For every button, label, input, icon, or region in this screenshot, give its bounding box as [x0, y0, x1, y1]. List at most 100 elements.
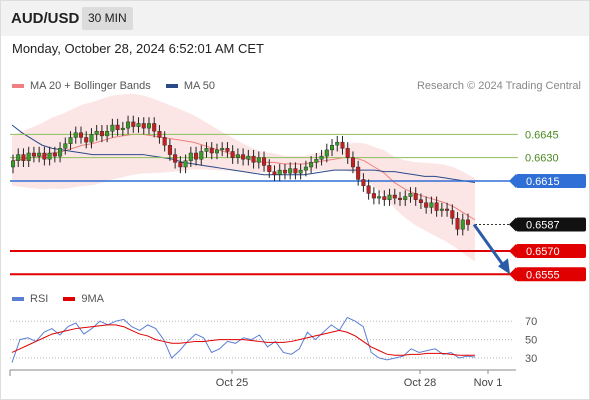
- candle-body: [424, 202, 429, 208]
- copyright-text: Research © 2024 Trading Central: [416, 80, 581, 92]
- level-badge-pointer-0.6615: [509, 174, 516, 188]
- candle-body: [63, 143, 68, 149]
- rsi-legend: RSI 9MA: [12, 293, 104, 305]
- candle-body: [94, 131, 99, 135]
- candle-body: [319, 155, 324, 160]
- candle-body: [282, 169, 287, 174]
- candle-body: [26, 152, 31, 161]
- candle-body: [105, 131, 110, 137]
- rsi-ma9-line: [11, 324, 475, 356]
- candle-body: [126, 121, 131, 129]
- candle-body: [241, 154, 246, 160]
- level-label-0.6555: 0.6555: [526, 269, 560, 281]
- level-badge-0.6570: [516, 243, 586, 258]
- candle-body: [157, 131, 162, 138]
- candle-body: [199, 151, 204, 160]
- candle-body: [408, 193, 413, 197]
- candle-body: [31, 152, 36, 157]
- candle-body: [361, 179, 366, 186]
- forecast-arrowhead: [498, 258, 510, 275]
- candle-body: [235, 154, 240, 158]
- candle-body: [131, 121, 136, 127]
- candle-body: [350, 157, 355, 168]
- candle-body: [78, 132, 83, 138]
- candle-body: [146, 123, 151, 129]
- level-label-0.6587: 0.6587: [526, 220, 560, 232]
- candle-body: [37, 152, 42, 157]
- candle-body: [115, 124, 120, 130]
- candle-body: [272, 171, 277, 175]
- candle-body: [377, 196, 382, 199]
- candle-body: [288, 168, 293, 174]
- ma9-swatch: [63, 297, 76, 302]
- bollinger-band: [12, 93, 475, 262]
- candle-body: [167, 145, 172, 155]
- candle-body: [21, 154, 26, 161]
- candle-body: [214, 149, 219, 154]
- candle-body: [366, 185, 371, 194]
- candle-body: [194, 152, 199, 160]
- candle-body: [230, 151, 235, 158]
- candle-body: [89, 134, 94, 143]
- ma20-swatch: [12, 84, 24, 89]
- candle-body: [256, 157, 261, 163]
- candle-body: [52, 152, 57, 157]
- candle-body: [251, 155, 256, 163]
- ma9-label: 9MA: [81, 293, 105, 305]
- ma20-label: MA 20 + Bollinger Bands: [30, 80, 151, 92]
- candle-body: [324, 149, 329, 157]
- candle-body: [466, 219, 471, 225]
- candle-body: [220, 148, 225, 151]
- candle-body: [314, 159, 319, 163]
- candle-body: [225, 148, 230, 152]
- candle-body: [84, 137, 89, 143]
- candle-body: [178, 162, 183, 168]
- candle-body: [267, 165, 272, 172]
- symbol-title: AUD/USD: [11, 10, 80, 27]
- rsi-label: RSI: [30, 293, 49, 305]
- candle-body: [58, 148, 63, 157]
- candle-body: [173, 154, 178, 163]
- level-label-0.6645: 0.6645: [525, 129, 559, 141]
- ma50-line: [11, 124, 476, 184]
- candle-body: [42, 152, 47, 160]
- candle-body: [303, 166, 308, 171]
- candle-body: [403, 196, 408, 200]
- candle-body: [356, 166, 361, 180]
- level-label-0.6615: 0.6615: [526, 176, 560, 188]
- level-badge-pointer-0.6587: [509, 217, 516, 232]
- level-badge-pointer-0.6570: [509, 243, 516, 258]
- candle-body: [246, 155, 251, 160]
- candle-body: [277, 169, 282, 175]
- candle-body: [330, 145, 335, 151]
- x-tick-label-Oct-25: Oct 25: [216, 377, 248, 389]
- candle-body: [68, 137, 73, 144]
- candle-body: [262, 157, 267, 166]
- candle-body: [413, 193, 418, 200]
- candle-body: [382, 196, 387, 200]
- candle-body: [345, 148, 350, 158]
- candle-body: [418, 199, 423, 203]
- datetime-label: Monday, October 28, 2024 6:52:01 AM CET: [12, 41, 264, 56]
- rsi-axis-label-70: 70: [525, 316, 537, 328]
- timeframe-button[interactable]: 30 MIN: [82, 7, 133, 30]
- candle-body: [136, 123, 141, 127]
- candle-body: [434, 202, 439, 211]
- candle-body: [309, 162, 314, 168]
- ma50-swatch: [165, 84, 178, 89]
- rsi-line: [11, 316, 476, 363]
- candle-body: [371, 193, 376, 199]
- candle-body: [429, 202, 434, 208]
- candle-body: [204, 148, 209, 152]
- level-label-0.6570: 0.6570: [526, 246, 560, 258]
- candle-body: [152, 123, 157, 132]
- candle-body: [387, 194, 392, 200]
- level-badge-0.6587: [516, 217, 586, 232]
- rsi-axis-label-50: 50: [525, 335, 537, 347]
- candle-body: [16, 154, 21, 161]
- ma50-label: MA 50: [183, 80, 216, 92]
- level-badge-0.6615: [516, 174, 586, 188]
- candle-body: [183, 160, 188, 168]
- candle-body: [335, 141, 340, 146]
